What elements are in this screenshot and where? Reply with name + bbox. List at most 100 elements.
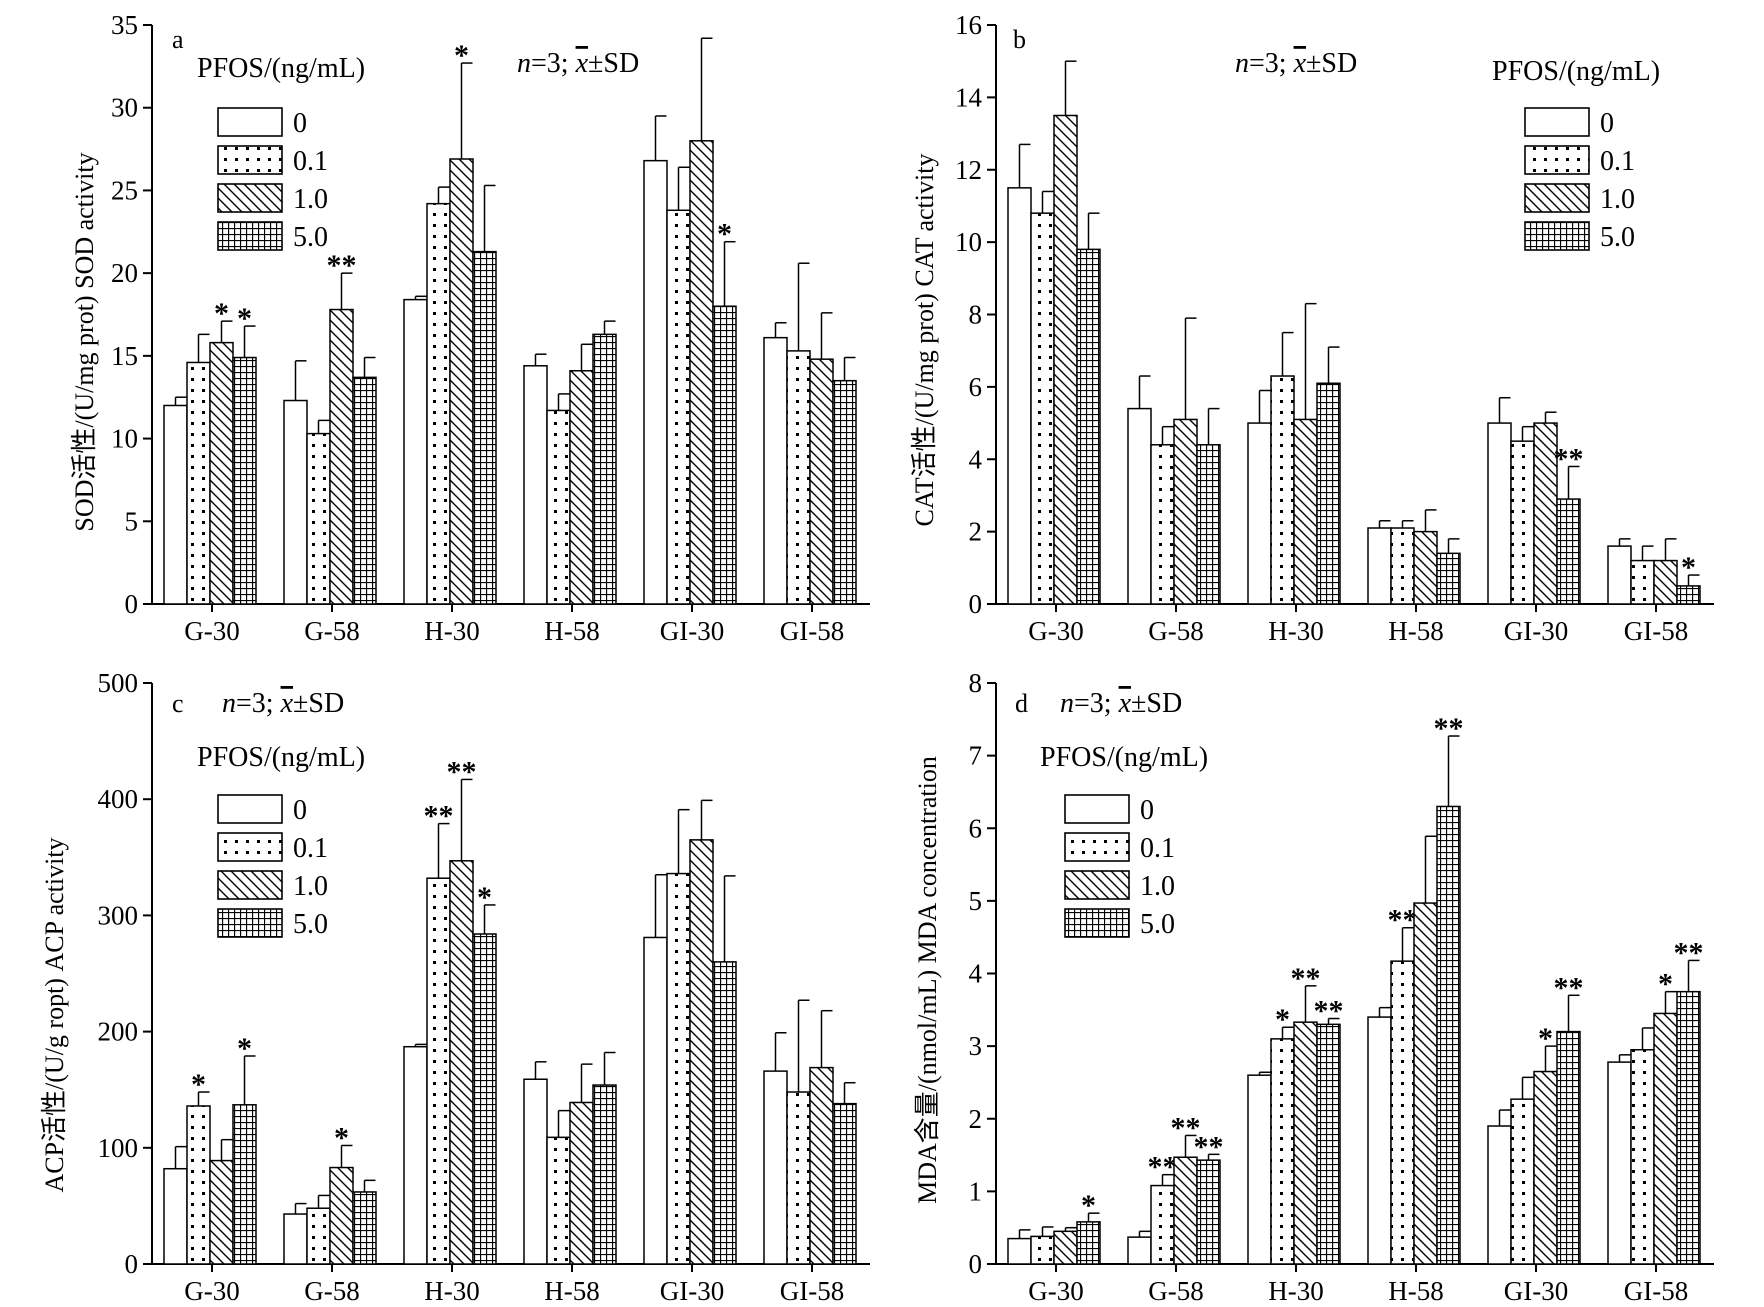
panel-a-significance-mark: * bbox=[454, 39, 469, 72]
panel-b-bar bbox=[1150, 444, 1175, 605]
panel-c-significance-mark: * bbox=[334, 1121, 349, 1154]
panel-c-bar bbox=[163, 1167, 188, 1265]
panel-b-legend-title: PFOS/(ng/mL) bbox=[1492, 56, 1660, 87]
panel-d-letter: d bbox=[1015, 689, 1028, 718]
panel-a-y-axis-label: SOD活性/(U/mg prot) SOD activity bbox=[70, 152, 99, 531]
panel-b-stats-text: n=3; x±SD bbox=[1235, 48, 1357, 79]
panel-d-legend-label-3: 5.0 bbox=[1140, 909, 1175, 940]
panel-a-bar bbox=[449, 158, 474, 605]
panel-b-legend-label-1: 0.1 bbox=[1600, 146, 1635, 177]
panel-a-bar bbox=[523, 365, 548, 605]
panel-d-significance-mark: * bbox=[1081, 1189, 1096, 1222]
panel-c-bar bbox=[426, 877, 451, 1265]
panel-b-stats-count: =3; bbox=[1249, 48, 1294, 79]
panel-b-y-tick-label: 6 bbox=[969, 372, 983, 402]
panel-d-stats-sd: ±SD bbox=[1131, 688, 1182, 719]
panel-b-x-tick-label: H-30 bbox=[1268, 616, 1324, 646]
panel-b-bar bbox=[1510, 440, 1535, 605]
panel-c-bar bbox=[832, 1102, 857, 1265]
panel-b-significance-mark: ** bbox=[1554, 442, 1584, 475]
panel-b-y-tick-label: 8 bbox=[969, 300, 983, 330]
panel-d-significance-mark: ** bbox=[1554, 971, 1584, 1004]
panel-c-stats-n: n bbox=[222, 688, 236, 719]
panel-d-significance-mark: * bbox=[1275, 1003, 1290, 1036]
panel-b-y-tick-label: 16 bbox=[955, 10, 982, 40]
panel-a-legend-swatch-2 bbox=[217, 183, 283, 213]
panel-b-bar bbox=[1293, 418, 1318, 605]
panel-d-stats-mean: x bbox=[1118, 688, 1132, 719]
panel-a-bar bbox=[329, 308, 354, 605]
panel-b-legend-swatch-0 bbox=[1524, 107, 1590, 137]
panel-d-legend-label-1: 0.1 bbox=[1140, 833, 1175, 864]
panel-a-bar bbox=[232, 356, 257, 605]
panel-c-bar bbox=[186, 1105, 211, 1265]
panel-a-legend-swatch-1 bbox=[217, 145, 283, 175]
panel-a-bar bbox=[809, 358, 834, 605]
panel-b-bar bbox=[1196, 444, 1221, 605]
panel-d-significance-mark: ** bbox=[1314, 995, 1344, 1028]
panel-b-stats-n: n bbox=[1235, 48, 1249, 79]
panel-c-bar bbox=[666, 872, 691, 1265]
panel-d-y-tick-label: 4 bbox=[969, 959, 983, 989]
panel-b-bar bbox=[1127, 407, 1152, 605]
panel-a-bar bbox=[283, 399, 308, 605]
panel-b-bar bbox=[1436, 552, 1461, 605]
panel-d-y-tick-label: 5 bbox=[969, 886, 983, 916]
panel-b-stats-mean: x bbox=[1293, 48, 1307, 79]
panel-d-stats-n: n bbox=[1060, 688, 1074, 719]
panel-a-significance-mark: ** bbox=[327, 249, 357, 282]
panel-a-bar bbox=[832, 379, 857, 605]
panel-d-y-tick-label: 7 bbox=[969, 741, 983, 771]
panel-b-y-tick-label: 4 bbox=[969, 444, 983, 474]
panel-c-bar bbox=[546, 1136, 571, 1265]
panel-a-stats-mean: x bbox=[575, 48, 589, 79]
panel-a-bar bbox=[546, 409, 571, 605]
panel-d-legend: PFOS/(ng/mL) 0 0.1 1.0 5.0 bbox=[1040, 742, 1208, 940]
panel-b-bar bbox=[1630, 559, 1655, 605]
panel-a-y-tick-label: 5 bbox=[125, 506, 139, 536]
panel-a-bar bbox=[689, 140, 714, 605]
panel-c-bar bbox=[283, 1213, 308, 1265]
panel-c-y-axis-label: ACP活性/(U/g ropt) ACP activity bbox=[40, 837, 69, 1192]
panel-a-stats-text: n=3; x±SD bbox=[517, 48, 639, 79]
panel-a-stats-count: =3; bbox=[531, 48, 576, 79]
panel-c-bar bbox=[643, 936, 668, 1265]
panel-c-bar bbox=[809, 1066, 834, 1265]
panel-b-stats-sd: ±SD bbox=[1306, 48, 1357, 79]
panel-d-x-tick-label: H-58 bbox=[1388, 1276, 1444, 1306]
panel-c-stats-sd: ±SD bbox=[293, 688, 344, 719]
panel-c-x-tick-label: GI-58 bbox=[780, 1276, 844, 1306]
panel-a-x-tick-label: G-58 bbox=[304, 616, 360, 646]
panel-c-legend-title: PFOS/(ng/mL) bbox=[197, 742, 365, 773]
panel-b-bar bbox=[1413, 530, 1438, 605]
panel-c-significance-mark: ** bbox=[447, 755, 477, 788]
panel-d-legend-swatch-1 bbox=[1064, 832, 1130, 862]
panel-a-significance-mark: * bbox=[214, 297, 229, 330]
panel-a-y-tick-label: 10 bbox=[111, 424, 138, 454]
panel-c-bar bbox=[689, 839, 714, 1265]
panel-d-legend-swatch-2 bbox=[1064, 870, 1130, 900]
panel-a-y-tick-label: 25 bbox=[111, 175, 138, 205]
panel-d-legend-swatch-0 bbox=[1064, 794, 1130, 824]
panel-b-y-tick-label: 12 bbox=[955, 155, 982, 185]
panel-d-bar bbox=[1510, 1098, 1535, 1265]
panel-d-y-tick-label: 8 bbox=[969, 668, 983, 698]
panel-b-bar bbox=[1270, 375, 1295, 605]
panel-d-bar bbox=[1076, 1221, 1101, 1265]
panel-a-x-tick-label: GI-30 bbox=[660, 616, 724, 646]
panel-d-y-axis-label: MDA含量/(nmol/mL) MDA concentration bbox=[913, 756, 942, 1204]
panel-d-bar bbox=[1173, 1156, 1198, 1265]
panel-a-x-tick-label: G-30 bbox=[184, 616, 240, 646]
panel-c-bar bbox=[352, 1191, 377, 1265]
panel-b-bar bbox=[1607, 545, 1632, 605]
panel-a-legend: PFOS/(ng/mL) 0 0.1 1.0 5.0 bbox=[197, 53, 365, 253]
panel-a-bar bbox=[209, 341, 234, 605]
panel-d-legend-label-0: 0 bbox=[1140, 795, 1154, 826]
panel-b-letter: b bbox=[1013, 25, 1026, 54]
panel-b-y-tick-label: 10 bbox=[955, 227, 982, 257]
panel-b-bar bbox=[1030, 212, 1055, 605]
panel-c-bar bbox=[472, 933, 497, 1265]
panel-d-bar bbox=[1270, 1038, 1295, 1265]
panel-b-bar bbox=[1676, 585, 1701, 605]
